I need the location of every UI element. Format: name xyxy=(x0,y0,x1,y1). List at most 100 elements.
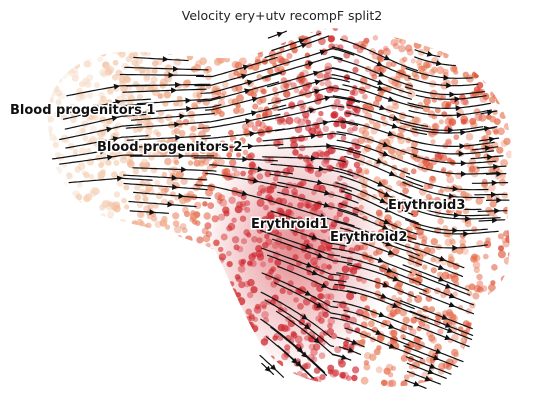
cell-point xyxy=(420,65,428,72)
streamline-arrowhead xyxy=(301,351,308,358)
cell-point xyxy=(141,342,149,350)
cell-point xyxy=(480,67,486,73)
cell-point xyxy=(105,28,111,29)
cell-point xyxy=(455,209,462,216)
cell-point xyxy=(251,125,259,132)
cell-point xyxy=(69,320,76,327)
streamline-arrowhead xyxy=(324,95,331,102)
cell-point xyxy=(244,39,252,48)
cell-point xyxy=(168,146,176,154)
cell-point xyxy=(467,143,474,150)
cell-point xyxy=(231,311,239,319)
streamline-arrowhead xyxy=(107,154,114,161)
streamline-arrowhead xyxy=(168,72,175,79)
streamline-arrowhead xyxy=(300,42,308,49)
cell-point xyxy=(263,386,270,387)
cell-point xyxy=(113,260,120,267)
cell-point xyxy=(88,314,95,321)
cell-point xyxy=(218,278,225,285)
cell-point xyxy=(144,282,152,290)
cell-point xyxy=(139,69,146,76)
cell-point xyxy=(99,213,107,220)
cell-point xyxy=(61,260,67,266)
cell-point xyxy=(212,160,220,168)
cell-point xyxy=(461,390,468,397)
cell-point xyxy=(47,319,50,325)
streamline-arrowhead xyxy=(111,115,119,122)
cell-point xyxy=(110,274,119,282)
cell-point xyxy=(56,75,62,82)
cell-point xyxy=(112,330,119,337)
streamline-arrowhead xyxy=(453,212,460,218)
cell-point xyxy=(85,320,91,327)
streamline-arrowhead xyxy=(388,170,396,177)
velocity-streamline xyxy=(199,143,284,149)
cell-point xyxy=(338,359,346,368)
velocity-streamline xyxy=(201,128,285,140)
cell-point xyxy=(477,310,485,318)
cell-point xyxy=(99,68,107,77)
cell-point xyxy=(503,64,512,72)
streamline-arrowhead xyxy=(437,264,445,270)
cell-point xyxy=(382,47,391,56)
cell-point xyxy=(51,368,57,374)
velocity-streamline xyxy=(479,137,500,142)
streamline-arrowhead xyxy=(171,87,178,94)
cell-point xyxy=(102,328,111,337)
velocity-streamline xyxy=(415,94,487,100)
velocity-streamline xyxy=(471,146,499,151)
cell-point xyxy=(299,391,306,398)
cell-point xyxy=(476,42,485,50)
cell-point xyxy=(99,157,108,165)
cell-point xyxy=(222,385,229,387)
cell-point xyxy=(169,270,175,276)
cell-point xyxy=(107,88,114,96)
cell-point xyxy=(129,333,137,341)
streamline-arrowhead xyxy=(458,150,465,157)
cell-point xyxy=(207,250,215,258)
cell-point xyxy=(485,206,492,214)
cell-point xyxy=(444,185,452,193)
cell-point xyxy=(52,229,60,237)
cell-point xyxy=(484,322,492,330)
cell-point xyxy=(220,281,228,289)
cell-point xyxy=(393,392,400,399)
cell-point xyxy=(71,206,79,215)
cell-point xyxy=(188,281,197,289)
velocity-streamline xyxy=(273,47,355,68)
cell-point xyxy=(216,108,222,115)
cell-point xyxy=(398,45,406,53)
velocity-streamline xyxy=(346,104,429,127)
cell-point xyxy=(64,382,73,387)
cell-point xyxy=(147,272,154,279)
cell-point xyxy=(133,254,141,263)
streamline-arrowhead xyxy=(241,73,248,80)
cell-point xyxy=(473,86,481,93)
cell-point xyxy=(474,358,482,365)
cell-point xyxy=(390,38,398,47)
cell-point xyxy=(54,151,61,158)
streamline-arrowhead xyxy=(264,365,271,372)
cell-point xyxy=(207,375,216,383)
cell-point xyxy=(434,107,441,114)
cell-point xyxy=(427,110,436,118)
cell-point xyxy=(89,189,97,197)
velocity-streamline xyxy=(339,175,418,209)
cell-point xyxy=(373,64,382,73)
cell-point xyxy=(211,306,218,314)
streamline-arrowhead xyxy=(323,202,331,208)
cell-point xyxy=(434,343,442,352)
cell-point xyxy=(123,75,132,84)
cell-point xyxy=(147,351,153,357)
cell-point xyxy=(225,367,233,375)
cell-point xyxy=(77,57,84,63)
cell-point xyxy=(247,120,255,128)
cell-point xyxy=(218,380,227,387)
cell-point xyxy=(128,46,135,53)
cell-point xyxy=(150,292,158,300)
velocity-streamline xyxy=(196,56,278,78)
cell-point xyxy=(131,44,139,51)
cell-point xyxy=(208,389,214,395)
cell-point xyxy=(72,227,81,236)
cell-point xyxy=(78,147,87,156)
